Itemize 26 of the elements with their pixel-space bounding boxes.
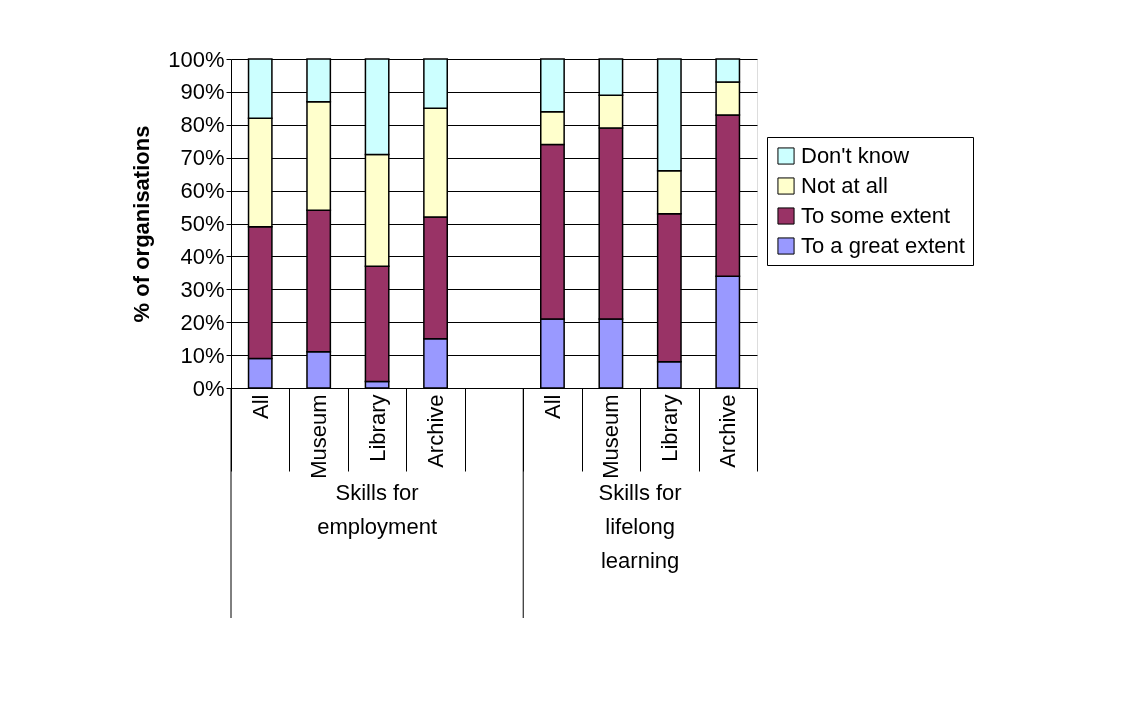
legend-label: To a great extent bbox=[801, 233, 965, 258]
y-tick-label: 70% bbox=[180, 145, 225, 171]
x-tick-label: All bbox=[539, 394, 565, 419]
y-tick-label: 100% bbox=[168, 46, 225, 72]
text: Skills for employment bbox=[317, 480, 438, 539]
y-tick-label: 90% bbox=[180, 79, 225, 105]
x-tick-label: Library bbox=[656, 394, 682, 462]
y-tick-label: 0% bbox=[192, 375, 225, 401]
y-tick-label: 60% bbox=[180, 178, 225, 204]
y-tick-label: 20% bbox=[180, 309, 225, 335]
y-tick-label: 50% bbox=[180, 211, 225, 236]
text: Skills for lifelong learning bbox=[598, 480, 682, 573]
x-tick-label: Archive bbox=[423, 394, 449, 468]
x-tick-label: Archive bbox=[715, 394, 741, 468]
x-tick-label: Library bbox=[364, 394, 390, 462]
legend-label: Not at all bbox=[801, 173, 888, 198]
x-tick-label: All bbox=[247, 394, 273, 419]
y-tick-label: 10% bbox=[180, 342, 225, 368]
x-tick-label: Museum bbox=[306, 394, 332, 479]
y-tick-label: 40% bbox=[180, 243, 225, 269]
x-tick-label: Museum bbox=[598, 394, 624, 479]
y-axis-title: % of organisations bbox=[129, 125, 155, 323]
y-tick-label: 30% bbox=[180, 276, 225, 302]
legend-label: To some extent bbox=[801, 203, 951, 228]
legend-label: Don't know bbox=[801, 143, 910, 168]
y-tick-label: 80% bbox=[180, 112, 225, 138]
